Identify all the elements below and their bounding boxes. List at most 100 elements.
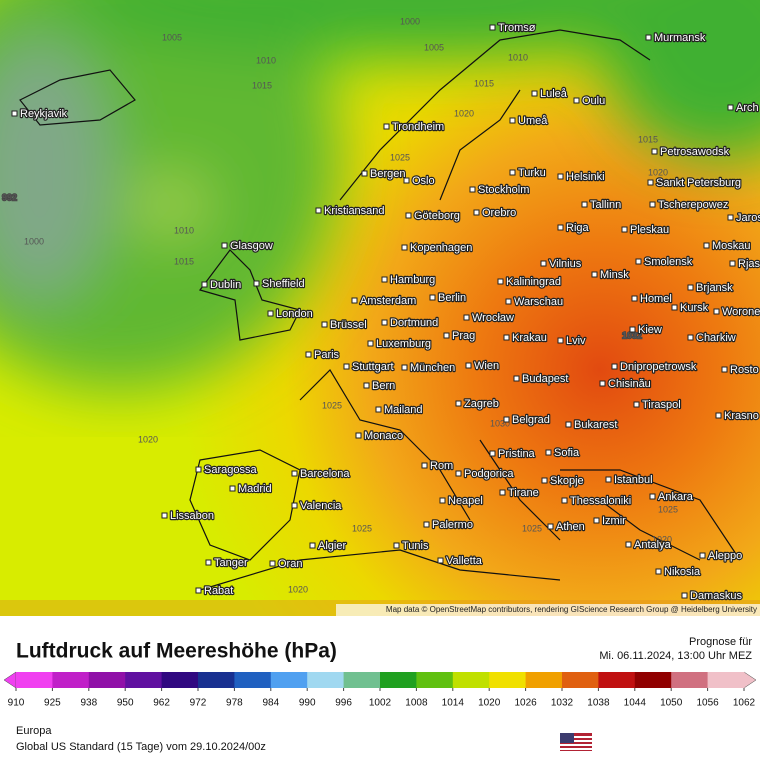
city-label: Warschau [514, 296, 563, 308]
attribution-bg [336, 604, 760, 616]
colorbar-segment [52, 672, 90, 688]
colorbar-tick-label: 1014 [442, 698, 465, 709]
city-marker [647, 179, 654, 186]
city-label: Paris [314, 349, 340, 361]
city-label: Bukarest [574, 419, 617, 431]
city-label: Reykjavik [20, 108, 68, 120]
city-label: Barcelona [300, 468, 350, 480]
city-marker [375, 406, 382, 413]
isobar-label: 1020 [138, 434, 158, 444]
city-label: Tanger [214, 557, 248, 569]
city-label: Izmir [602, 515, 626, 527]
city-label: Mailand [384, 404, 423, 416]
city-label: Brjansk [696, 282, 733, 294]
forecast-label: Prognose für [689, 636, 752, 648]
city-marker [381, 276, 388, 283]
colorbar-segment [16, 672, 53, 688]
city-label: Belgrad [512, 414, 550, 426]
city-marker [631, 295, 638, 302]
city-label: Charkiw [696, 332, 736, 344]
colorbar-segment [125, 672, 163, 688]
city-label: Pleskau [630, 224, 669, 236]
city-label: London [276, 308, 313, 320]
isobar-label: 1015 [638, 134, 658, 144]
city-label: Sheffield [262, 278, 305, 290]
city-marker [649, 493, 656, 500]
city-marker [509, 169, 516, 176]
city-label: Trondheim [392, 121, 444, 133]
city-marker [503, 416, 510, 423]
city-marker [721, 366, 728, 373]
colorbar-tick-label: 950 [117, 698, 134, 709]
city-marker [421, 462, 428, 469]
city-marker [651, 148, 658, 155]
city-label: Rjas [738, 258, 760, 270]
isobar-label: 1020 [652, 534, 672, 544]
city-marker [699, 552, 706, 559]
city-label: Rabat [204, 585, 233, 597]
city-label: Tunis [402, 540, 429, 552]
city-marker [423, 521, 430, 528]
city-label: Oran [278, 558, 302, 570]
city-label: Sofia [554, 447, 580, 459]
city-label: Rosto [730, 364, 759, 376]
city-marker [465, 362, 472, 369]
city-label: Bergen [370, 168, 405, 180]
colorbar-tick-label: 990 [299, 698, 316, 709]
city-label: Skopje [550, 475, 584, 487]
city-label: Madrid [238, 483, 272, 495]
city-marker [513, 375, 520, 382]
city-label: Bern [372, 380, 395, 392]
city-label: Tirane [508, 487, 539, 499]
colorbar-tick-label: 1050 [660, 698, 683, 709]
legend-title: Luftdruck auf Meereshöhe (hPa) [16, 640, 337, 663]
city-label: Budapest [522, 373, 568, 385]
city-label: Dnipropetrowsk [620, 361, 697, 373]
city-marker [309, 542, 316, 549]
isobar-label: 1010 [508, 52, 528, 62]
city-label: Petrosawodsk [660, 146, 730, 158]
city-marker [253, 280, 260, 287]
colorbar-segment [525, 672, 563, 688]
city-marker [540, 260, 547, 267]
city-marker [229, 485, 236, 492]
colorbar-tick-label: 1062 [733, 698, 756, 709]
city-label: Orebro [482, 207, 516, 219]
city-label: Lissabon [170, 510, 214, 522]
city-marker [455, 400, 462, 407]
city-label: Ankara [658, 491, 694, 503]
colorbar-tick-label: 1008 [405, 698, 428, 709]
city-marker [635, 258, 642, 265]
isobar-label: 1010 [174, 225, 194, 235]
city-label: Aleppo [708, 550, 742, 562]
colorbar-segment [489, 672, 527, 688]
region: Europa [16, 725, 52, 737]
city-marker [499, 489, 506, 496]
isobar-label: 1025 [352, 523, 372, 533]
city-label: Stockholm [478, 184, 529, 196]
city-label: Luleå [540, 88, 568, 100]
city-marker [681, 592, 688, 599]
colorbar-tick-label: 1038 [587, 698, 610, 709]
forecast-time: Mi. 06.11.2024, 13:00 Uhr MEZ [599, 650, 752, 662]
city-marker [687, 284, 694, 291]
city-marker [367, 340, 374, 347]
city-marker [201, 281, 208, 288]
colorbar-tick-label: 1056 [696, 698, 719, 709]
city-marker [645, 34, 652, 41]
city-label: Luxemburg [376, 338, 431, 350]
city-marker [727, 104, 734, 111]
isobar-label: 1025 [390, 152, 410, 162]
city-marker [205, 559, 212, 566]
city-marker [469, 186, 476, 193]
city-label: Moskau [712, 240, 751, 252]
colorbar-tick-label: 978 [226, 698, 243, 709]
city-label: Stuttgart [352, 361, 394, 373]
city-marker [437, 557, 444, 564]
city-marker [557, 224, 564, 231]
city-label: Helsinki [566, 171, 605, 183]
colorbar-segment [307, 672, 345, 688]
city-label: Lviv [566, 335, 586, 347]
coastlines [19, 29, 741, 591]
city-marker [509, 117, 516, 124]
